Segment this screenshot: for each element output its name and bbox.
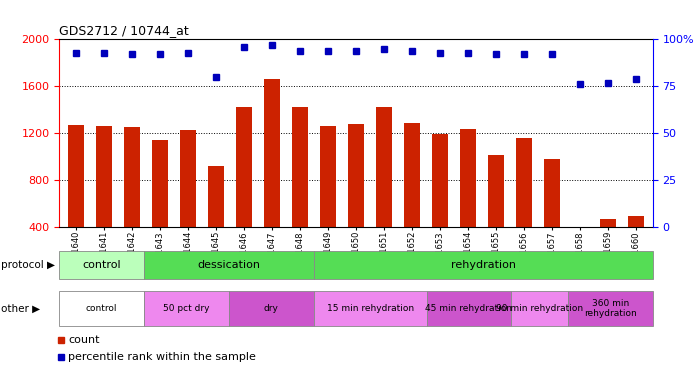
Bar: [237, 107, 252, 227]
Text: protocol ▶: protocol ▶: [1, 260, 55, 270]
Bar: [460, 129, 475, 227]
Bar: [348, 124, 364, 227]
Bar: [68, 125, 84, 227]
Text: control: control: [86, 304, 117, 313]
Bar: [229, 291, 313, 326]
Text: 50 pct dry: 50 pct dry: [163, 304, 209, 313]
Bar: [376, 107, 392, 227]
Bar: [404, 123, 419, 227]
Text: 360 min
rehydration: 360 min rehydration: [584, 299, 637, 318]
Bar: [488, 155, 503, 227]
Text: other ▶: other ▶: [1, 303, 40, 313]
Text: count: count: [68, 335, 100, 345]
Bar: [124, 127, 140, 227]
Text: 45 min rehydration: 45 min rehydration: [426, 304, 512, 313]
Bar: [152, 140, 168, 227]
Bar: [572, 227, 588, 235]
Bar: [432, 134, 447, 227]
Text: rehydration: rehydration: [451, 260, 516, 270]
Bar: [144, 251, 313, 279]
Text: percentile rank within the sample: percentile rank within the sample: [68, 352, 256, 362]
Bar: [512, 291, 568, 326]
Bar: [426, 291, 512, 326]
Bar: [292, 107, 308, 227]
Text: dessication: dessication: [198, 260, 260, 270]
Text: 15 min rehydration: 15 min rehydration: [327, 304, 414, 313]
Text: control: control: [82, 260, 121, 270]
Bar: [144, 291, 229, 326]
Text: 90 min rehydration: 90 min rehydration: [496, 304, 584, 313]
Bar: [265, 79, 280, 227]
Bar: [59, 291, 144, 326]
Text: dry: dry: [264, 304, 279, 313]
Bar: [568, 291, 653, 326]
Bar: [180, 130, 195, 227]
Bar: [313, 251, 653, 279]
Text: GDS2712 / 10744_at: GDS2712 / 10744_at: [59, 24, 189, 37]
Bar: [320, 126, 336, 227]
Bar: [544, 159, 560, 227]
Bar: [209, 166, 224, 227]
Bar: [600, 219, 616, 227]
Bar: [96, 126, 112, 227]
Bar: [628, 216, 644, 227]
Bar: [517, 138, 532, 227]
Bar: [59, 251, 144, 279]
Bar: [313, 291, 426, 326]
